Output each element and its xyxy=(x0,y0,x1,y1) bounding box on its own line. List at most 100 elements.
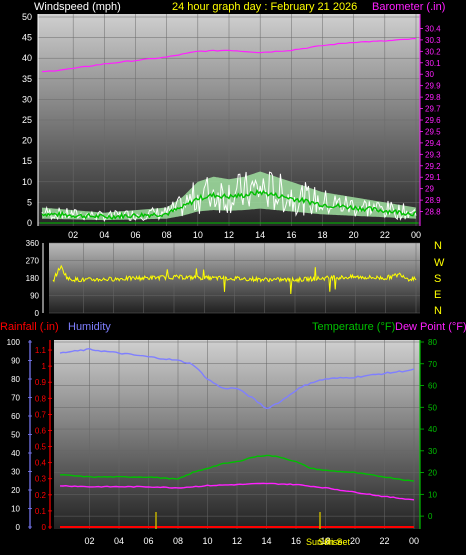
windspeed-tick: 25 xyxy=(22,115,32,125)
time-tick: 10 xyxy=(202,536,212,546)
time-tick: 06 xyxy=(143,536,153,546)
barometer-axis-title: Barometer (.in) xyxy=(372,1,445,13)
humidity-line xyxy=(59,347,415,410)
time-tick: 14 xyxy=(255,230,265,240)
humidity-tick: 0 xyxy=(16,523,21,532)
compass-e: E xyxy=(434,289,441,301)
time-tick: 08 xyxy=(162,230,172,240)
windspeed-tick: 20 xyxy=(22,136,32,146)
time-tick: 16 xyxy=(291,536,301,546)
temperature-tick: 70 xyxy=(428,360,437,369)
rainfall-tick: 0.5 xyxy=(35,443,47,452)
wind-panel-axes: 0 5 10 15 20 25 30 35 40 45 50 28.8 28.9 29 29.1 29.2 29… xyxy=(22,12,441,240)
humidity-tick: 40 xyxy=(11,449,20,458)
barometer-tick: 29.2 xyxy=(425,162,441,171)
windspeed-average-line xyxy=(41,188,417,221)
dewpoint-line xyxy=(59,482,415,501)
time-tick: 08 xyxy=(173,536,183,546)
barometer-line xyxy=(41,37,417,73)
time-tick: 12 xyxy=(232,536,242,546)
time-tick: 02 xyxy=(84,536,94,546)
time-tick: 14 xyxy=(261,536,271,546)
barometer-tick: 30.3 xyxy=(425,36,441,45)
compass-w: W xyxy=(434,257,445,269)
humidity-tick: 60 xyxy=(11,412,20,421)
direction-tick: 90 xyxy=(30,292,39,301)
direction-tick: 270 xyxy=(26,257,40,266)
humidity-tick: 10 xyxy=(11,505,20,514)
rainfall-tick: 0.6 xyxy=(35,426,47,435)
rainfall-tick: 0.3 xyxy=(35,475,47,484)
barometer-tick: 29 xyxy=(425,185,434,194)
temperature-tick: 0 xyxy=(428,512,433,521)
time-tick: 20 xyxy=(349,230,359,240)
direction-panel-axes: 360 270 180 90 0 xyxy=(26,239,44,318)
windspeed-tick: 0 xyxy=(27,218,32,228)
barometer-tick: 29.5 xyxy=(425,127,441,136)
temperature-panel-grid xyxy=(54,340,420,529)
windspeed-tick: 30 xyxy=(22,94,32,104)
wind-panel-series xyxy=(40,37,418,224)
compass-n-bottom: N xyxy=(434,305,442,317)
time-tick: 18 xyxy=(320,536,330,546)
barometer-tick: 29.1 xyxy=(425,173,441,182)
temperature-tick: 80 xyxy=(428,338,437,347)
temperature-line xyxy=(59,454,415,482)
rainfall-tick: 0.9 xyxy=(35,378,47,387)
temperature-axis-title: Temperature (°F) xyxy=(312,321,395,333)
time-tick: 00 xyxy=(411,230,421,240)
time-tick: 04 xyxy=(99,230,109,240)
dewpoint-axis-title: Dew Point (°F) xyxy=(395,321,466,333)
direction-tick: 0 xyxy=(35,309,40,318)
windspeed-tick: 15 xyxy=(22,156,32,166)
direction-panel-series xyxy=(52,264,417,295)
time-tick: 04 xyxy=(114,536,124,546)
humidity-tick: 50 xyxy=(11,431,20,440)
humidity-tick: 20 xyxy=(11,486,20,495)
barometer-tick: 28.9 xyxy=(425,196,441,205)
humidity-tick: 30 xyxy=(11,468,20,477)
temperature-panel-series xyxy=(59,347,415,528)
temperature-tick: 60 xyxy=(428,382,437,391)
graph-title: 24 hour graph day : February 21 2026 xyxy=(172,1,357,13)
humidity-tick: 70 xyxy=(11,394,20,403)
barometer-tick: 30 xyxy=(425,70,434,79)
compass-labels: N W S E N xyxy=(434,240,445,317)
rainfall-tick: 0.8 xyxy=(35,394,47,403)
barometer-tick: 30.4 xyxy=(425,24,441,33)
time-tick: 18 xyxy=(317,230,327,240)
rainfall-tick: 0.7 xyxy=(35,410,47,419)
time-tick: 20 xyxy=(350,536,360,546)
humidity-axis-title: Humidity xyxy=(68,321,111,333)
windspeed-tick: 50 xyxy=(22,12,32,22)
time-tick: 06 xyxy=(130,230,140,240)
humidity-tick: 100 xyxy=(7,338,21,347)
windspeed-tick: 45 xyxy=(22,33,32,43)
time-tick: 12 xyxy=(224,230,234,240)
sun-events: Sun Rise Sun Set xyxy=(155,512,351,547)
time-tick: 22 xyxy=(380,230,390,240)
direction-line xyxy=(52,264,417,295)
barometer-tick: 29.3 xyxy=(425,150,441,159)
direction-tick: 360 xyxy=(26,239,40,248)
windspeed-axis-title: Windspeed (mph) xyxy=(34,1,121,13)
rainfall-tick: 1.1 xyxy=(35,346,47,355)
time-tick: 10 xyxy=(193,230,203,240)
temperature-tick: 50 xyxy=(428,403,437,412)
windspeed-tick: 10 xyxy=(22,177,32,187)
sunset-label: Sun Set xyxy=(318,537,351,547)
time-tick: 00 xyxy=(409,536,419,546)
direction-tick: 180 xyxy=(26,274,40,283)
wind-panel-grid xyxy=(38,14,420,226)
barometer-tick: 30.2 xyxy=(425,47,441,56)
temperature-tick: 40 xyxy=(428,425,437,434)
temperature-tick: 30 xyxy=(428,447,437,456)
barometer-tick: 28.8 xyxy=(425,208,441,217)
compass-s: S xyxy=(434,273,441,285)
rainfall-axis-title: Rainfall (.in) xyxy=(0,321,59,333)
temperature-tick: 10 xyxy=(428,490,437,499)
temperature-tick: 20 xyxy=(428,469,437,478)
windspeed-tick: 35 xyxy=(22,74,32,84)
